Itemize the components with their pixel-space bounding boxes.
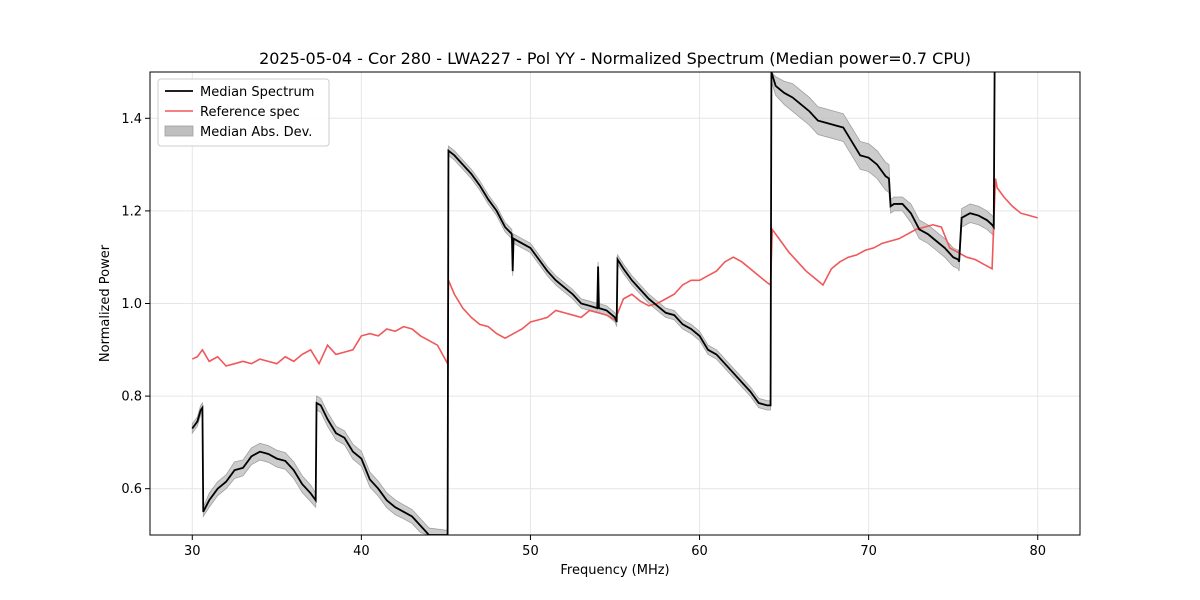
reference-spec-line xyxy=(191,178,1038,367)
chart-title: 2025-05-04 - Cor 280 - LWA227 - Pol YY -… xyxy=(259,49,971,68)
y-axis-ticks: 0.6 0.8 1.0 1.2 1.4 xyxy=(121,112,150,497)
legend-mad-label: Median Abs. Dev. xyxy=(200,125,312,140)
legend-mad-swatch xyxy=(164,125,194,137)
legend-median-label: Median Spectrum xyxy=(200,85,314,100)
y-tick-label: 1.2 xyxy=(121,204,142,219)
y-tick-label: 0.8 xyxy=(121,390,142,405)
y-tick-label: 1.0 xyxy=(121,297,142,312)
x-tick-label: 30 xyxy=(184,544,201,559)
x-tick-label: 40 xyxy=(353,544,370,559)
y-tick-label: 0.6 xyxy=(121,482,142,497)
x-tick-label: 60 xyxy=(691,544,708,559)
x-axis-label: Frequency (MHz) xyxy=(560,563,669,578)
legend-reference-label: Reference spec xyxy=(200,105,300,120)
x-tick-label: 50 xyxy=(522,544,539,559)
plot-area: 30 40 50 60 70 80 0.6 0.8 1.0 1.2 1.4 xyxy=(121,71,1081,559)
x-tick-label: 80 xyxy=(1029,544,1046,559)
plot-content xyxy=(191,72,1038,535)
x-axis-ticks: 30 40 50 60 70 80 xyxy=(184,535,1046,559)
y-axis-label: Normalized Power xyxy=(98,244,113,362)
legend-box xyxy=(157,78,330,147)
legend: Median Spectrum Reference spec Median Ab… xyxy=(157,78,330,147)
y-tick-label: 1.4 xyxy=(121,112,142,127)
x-tick-label: 70 xyxy=(860,544,877,559)
median-spectrum-line xyxy=(191,72,996,535)
